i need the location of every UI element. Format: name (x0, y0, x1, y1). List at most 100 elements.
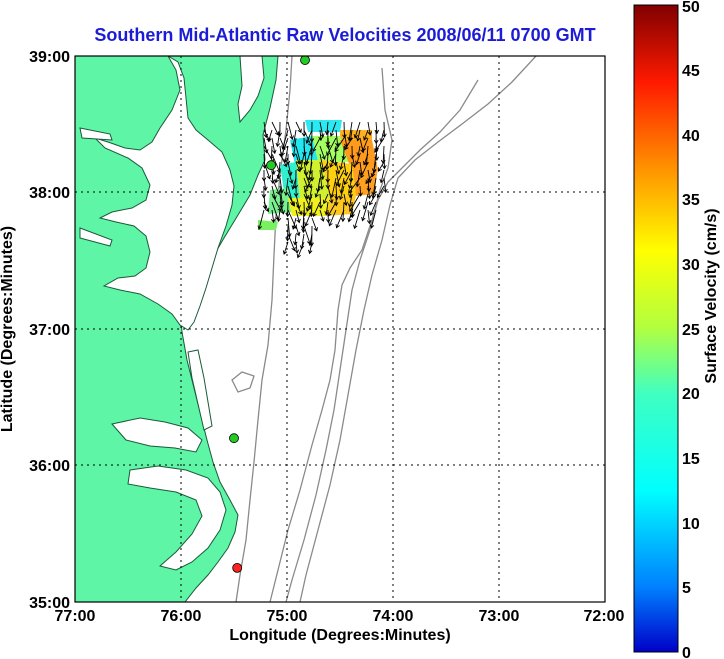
velocity-arrow (318, 193, 324, 209)
velocity-arrow (335, 169, 345, 187)
velocity-arrow (287, 233, 296, 252)
velocity-arrow (295, 209, 301, 224)
velocity-arrow (328, 209, 337, 227)
pamlico-sound (127, 465, 227, 571)
bathymetry-contour-5 (231, 371, 255, 393)
y-tick-label: 39:00 (29, 49, 70, 66)
velocity-arrow (314, 185, 321, 198)
colorbar: 0 5 10 15 20 25 30 35 40 45 50 Surface V… (633, 0, 720, 659)
colorbar-tick-label: 20 (682, 386, 700, 403)
velocity-arrow (334, 185, 340, 201)
velocity-arrow (295, 201, 303, 216)
velocity-arrow (263, 121, 269, 139)
velocity-arrow (322, 161, 329, 173)
velocity-arrow (267, 129, 273, 143)
velocity-arrow (355, 169, 361, 188)
x-tick-label: 72:00 (584, 608, 625, 625)
colorbar-gradient (633, 4, 679, 653)
colorbar-ticks: 0 5 10 15 20 25 30 35 40 45 50 (682, 0, 700, 659)
colorbar-tick-label: 45 (682, 63, 700, 80)
y-axis: 39:00 38:00 37:00 36:00 35:00 Latitude (… (0, 49, 70, 612)
velocity-arrow (262, 153, 267, 169)
delaware-bay (237, 56, 265, 124)
velocity-arrow (271, 177, 281, 195)
x-tick-label: 73:00 (479, 608, 520, 625)
velocity-arrow (349, 193, 361, 212)
velocity-arrow (279, 201, 285, 215)
velocity-arrow (329, 121, 337, 137)
velocity-arrow (285, 225, 290, 242)
velocity-arrow (367, 185, 372, 200)
velocity-arrow (325, 129, 331, 146)
colorbar-tick-label: 40 (682, 128, 700, 145)
velocity-arrow (291, 177, 297, 190)
bay-creek-2 (79, 227, 113, 247)
velocity-arrow (312, 201, 321, 217)
velocity-arrow (291, 137, 297, 158)
velocity-arrow (302, 201, 307, 217)
velocity-arrow (344, 137, 353, 151)
velocity-arrow (330, 177, 337, 199)
velocity-arrow (274, 169, 281, 184)
radar-stations (229, 56, 310, 573)
velocity-arrow (334, 137, 345, 153)
velocity-arrow (343, 161, 349, 177)
velocity-arrow (263, 161, 272, 180)
radar-station-marker (229, 433, 239, 444)
velocity-arrow (382, 153, 387, 170)
colorbar-tick-label: 25 (682, 322, 700, 339)
velocity-arrow (307, 241, 313, 255)
velocity-arrow (360, 161, 369, 179)
y-tick-label: 37:00 (29, 322, 70, 339)
velocity-arrow (379, 169, 385, 184)
velocity-arrow (343, 193, 348, 207)
velocity-arrow (347, 177, 353, 190)
albemarle-sound (111, 417, 203, 453)
velocity-arrow (283, 145, 289, 163)
bathymetry-contour-2 (269, 67, 393, 602)
y-tick-label: 35:00 (29, 595, 70, 612)
radar-station-marker (266, 160, 277, 171)
velocity-arrow (304, 177, 313, 193)
velocity-arrow (271, 153, 281, 174)
radar-station-marker (300, 56, 310, 65)
velocity-arrow (311, 217, 318, 232)
velocity-arrow (295, 121, 302, 134)
velocity-arrow (335, 161, 341, 175)
velocity-arrow (304, 145, 313, 166)
velocity-arrow (276, 209, 282, 223)
velocity-arrow (353, 121, 361, 139)
velocity-arrow (309, 169, 315, 182)
velocity-arrow (327, 201, 337, 217)
y-axis-label: Latitude (Degrees:Minutes) (0, 226, 16, 432)
chesapeake-bay (94, 56, 235, 331)
velocity-arrow (383, 177, 388, 194)
velocity-arrow (283, 177, 289, 197)
velocity-arrow (350, 201, 361, 218)
velocity-arrow (348, 177, 361, 194)
velocity-arrows (257, 121, 388, 259)
currituck-sound (187, 349, 213, 431)
velocity-arrow (263, 201, 270, 213)
velocity-arrow (367, 121, 373, 136)
map-plot-area (75, 56, 605, 602)
velocity-arrow (295, 225, 301, 237)
velocity-arrow (338, 185, 345, 201)
velocity-arrow (369, 209, 377, 229)
velocity-arrow (280, 137, 289, 157)
velocity-arrow (361, 201, 369, 222)
velocity-arrow (319, 209, 325, 222)
velocity-arrow (301, 217, 306, 234)
velocity-arrow (303, 169, 312, 189)
velocity-arrow (355, 153, 361, 166)
velocity-arrow (319, 169, 324, 190)
velocity-arrow (298, 153, 305, 171)
radar-station-marker (232, 562, 243, 573)
velocity-arrow (347, 193, 353, 208)
velocity-arrow (275, 129, 281, 148)
velocity-arrow (326, 137, 337, 156)
velocity-arrow (271, 121, 280, 136)
velocity-arrow (335, 209, 345, 229)
velocity-arrow (369, 193, 377, 206)
